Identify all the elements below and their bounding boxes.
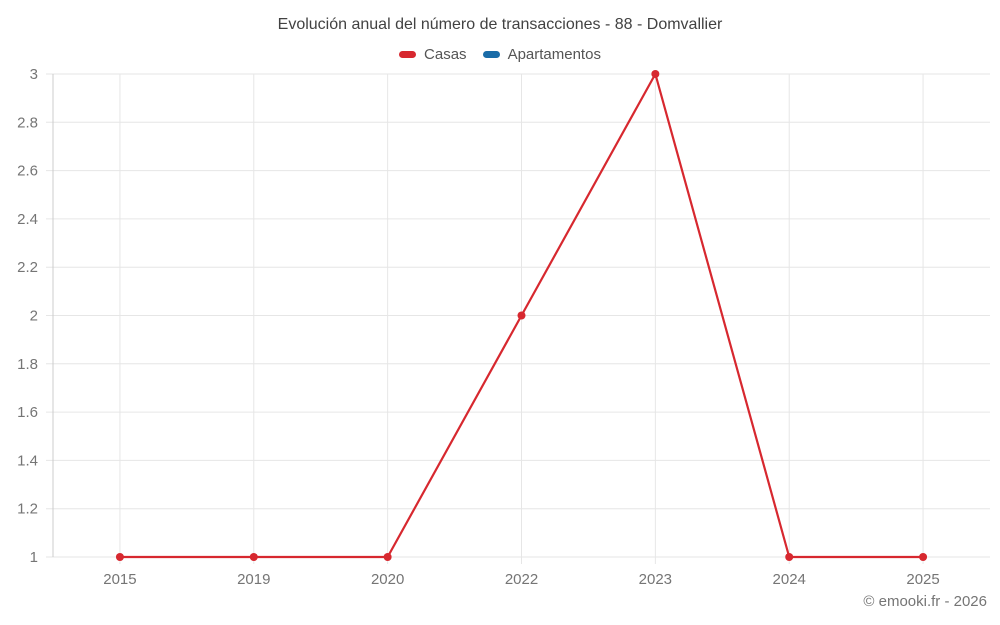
y-tick-label: 3 [30, 66, 38, 83]
y-tick-label: 2.8 [17, 114, 38, 131]
x-tick-label: 2022 [505, 571, 538, 588]
data-point-casas[interactable] [785, 553, 794, 561]
legend-item-casas[interactable]: Casas [399, 46, 467, 63]
x-tick-label: 2025 [906, 571, 939, 588]
legend-swatch-icon [482, 51, 500, 58]
data-point-casas[interactable] [517, 311, 526, 320]
x-tick-labels: 2015 2019 2020 2022 2023 2024 2025 [103, 571, 940, 588]
x-tick-label: 2019 [237, 571, 270, 588]
y-tick-label: 2 [30, 308, 38, 325]
legend-item-apartamentos[interactable]: Apartamentos [482, 46, 601, 63]
data-point-casas[interactable] [249, 553, 258, 561]
y-tick-label: 2.2 [17, 259, 38, 276]
data-point-casas[interactable] [651, 70, 660, 78]
data-point-casas[interactable] [919, 553, 928, 561]
y-tick-label: 1.2 [17, 501, 38, 518]
legend-swatch-icon [399, 51, 417, 58]
x-tick-label: 2015 [103, 571, 136, 588]
x-tick-label: 2023 [639, 571, 672, 588]
series-points [115, 70, 928, 561]
y-tick-label: 1.8 [17, 356, 38, 373]
y-tick-label: 2.6 [17, 163, 38, 180]
legend-label: Casas [424, 46, 467, 63]
x-tick-label: 2020 [371, 571, 404, 588]
data-point-casas[interactable] [383, 553, 392, 561]
chart-title: Evolución anual del número de transaccio… [277, 16, 723, 33]
copyright: © emooki.fr - 2026 [863, 593, 987, 610]
y-tick-label: 1 [30, 549, 38, 566]
y-tick-labels: 1 1.2 1.4 1.6 1.8 2 2.2 2.4 2.6 2.8 3 [17, 66, 38, 566]
x-tick-label: 2024 [773, 571, 806, 588]
y-tick-label: 1.6 [17, 404, 38, 421]
legend-label: Apartamentos [507, 46, 601, 63]
chart-legend: Casas Apartamentos [0, 46, 1000, 63]
y-tick-label: 1.4 [17, 452, 38, 469]
data-point-casas[interactable] [115, 553, 124, 561]
y-tick-label: 2.4 [17, 211, 38, 228]
